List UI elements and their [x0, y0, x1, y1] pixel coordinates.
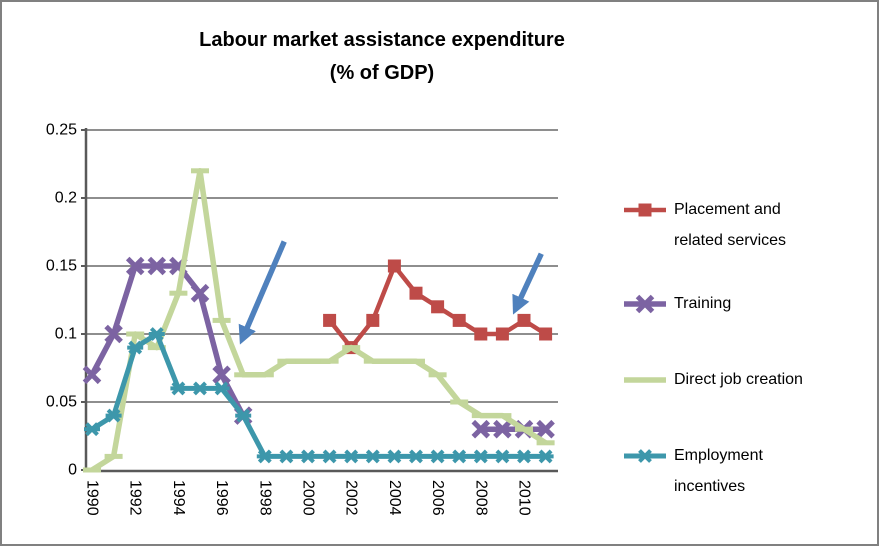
x-legend-marker-icon [624, 294, 666, 314]
square-legend-marker-icon [624, 203, 666, 217]
dash-legend-marker-icon [624, 377, 666, 383]
series-placement-and-related-services [323, 259, 553, 355]
legend-item: Employment incentives [622, 440, 763, 502]
legend-item: Training [622, 288, 731, 319]
x-tick-label: 1996 [213, 480, 230, 516]
legend-item-label: Direct job creation [674, 371, 803, 388]
legend: Placement and related services Training Dir… [622, 2, 874, 544]
x-tick-label: 2010 [516, 480, 533, 516]
y-tick-label: 0 [68, 462, 77, 479]
x-tick-label: 2000 [300, 480, 317, 516]
annotation-arrow [512, 252, 544, 315]
y-tick-label: 0.2 [55, 190, 77, 207]
legend-item: Placement and related services [622, 194, 786, 256]
asterisk-legend-marker-icon [624, 449, 666, 463]
x-tick-label: 2008 [472, 480, 489, 516]
legend-item: Direct job creation [622, 364, 803, 395]
y-tick-label: 0.25 [46, 122, 77, 139]
x-tick-label: 1990 [84, 480, 101, 516]
y-tick-label: 0.1 [55, 326, 77, 343]
chart-subtitle: (% of GDP) [329, 62, 435, 84]
legend-item-label: Training [674, 295, 732, 312]
y-tick-label: 0.15 [46, 258, 77, 275]
series-employment-incentives [84, 327, 554, 464]
series-direct-job-creation [83, 168, 555, 473]
chart-title: Labour market assistance expenditure [199, 29, 565, 51]
annotation-arrow [238, 240, 287, 345]
y-tick-label: 0.05 [46, 394, 77, 411]
x-tick-label: 1994 [170, 480, 187, 516]
x-tick-label: 1998 [256, 480, 273, 516]
legend-item-label: Employment incentives [674, 447, 763, 495]
x-tick-label: 1992 [127, 480, 144, 516]
chart-title-block: Labour market assistance expenditure (% … [2, 24, 762, 90]
x-tick-label: 2004 [386, 480, 403, 516]
x-tick-label: 2006 [429, 480, 446, 516]
x-tick-label: 2002 [343, 480, 360, 516]
legend-item-label: Placement and related services [674, 201, 787, 249]
